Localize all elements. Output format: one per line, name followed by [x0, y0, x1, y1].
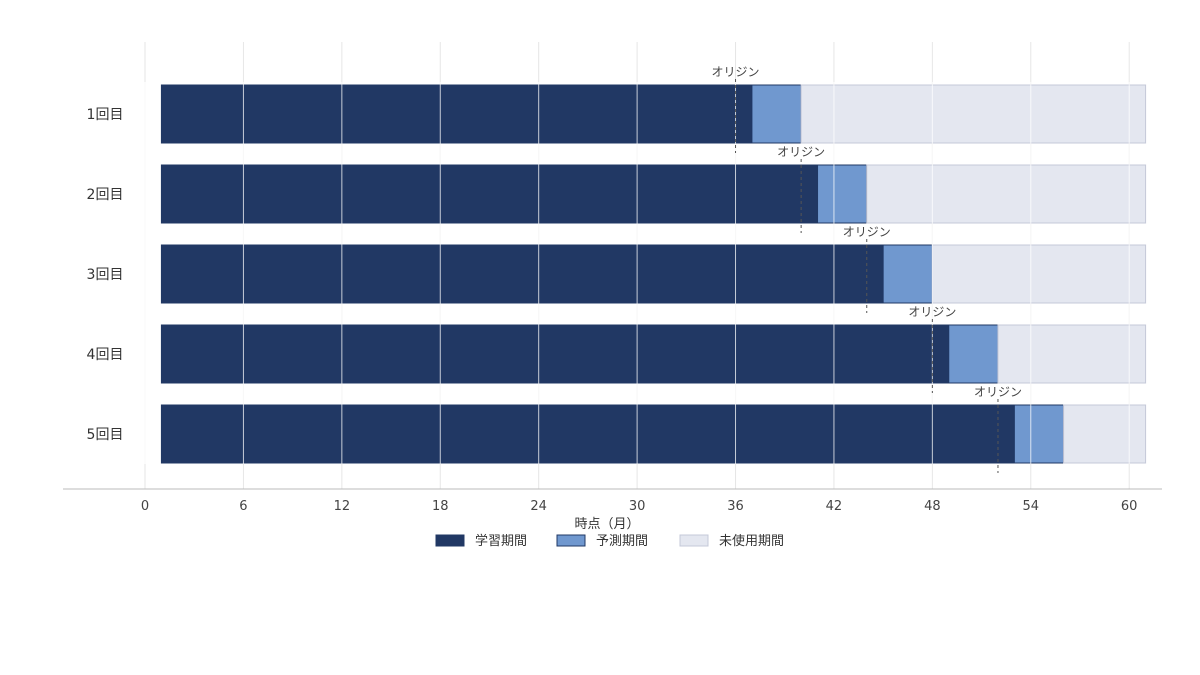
x-tick-label: 6: [239, 499, 247, 514]
category-label: 2回目: [87, 187, 124, 203]
bar-segment: [160, 404, 1015, 464]
x-tick-label: 54: [1023, 499, 1040, 514]
x-axis-title: 時点（月）: [574, 517, 639, 532]
x-tick-label: 18: [432, 499, 449, 514]
x-tick-label: 60: [1121, 499, 1138, 514]
legend-swatch: [556, 534, 586, 547]
origin-label: オリジン: [712, 65, 760, 79]
bar-segment: [751, 84, 802, 144]
x-tick-label: 24: [530, 499, 547, 514]
legend-label: 未使用期間: [719, 533, 784, 549]
category-label: 3回目: [87, 267, 124, 283]
x-tick-label: 30: [629, 499, 646, 514]
bar-segment: [160, 84, 753, 144]
category-label: 4回目: [87, 347, 124, 363]
x-tick-label: 48: [924, 499, 941, 514]
x-tick-label: 42: [826, 499, 843, 514]
x-tick-label: 36: [727, 499, 744, 514]
bar-segment: [1013, 404, 1065, 464]
category-label: 5回目: [87, 427, 124, 443]
legend-label: 予測期間: [596, 534, 648, 549]
bar-segment: [1063, 404, 1147, 464]
gridlines-over: [144, 82, 1130, 464]
x-tick-label: 0: [141, 499, 149, 514]
origin-label: オリジン: [908, 305, 956, 319]
bar-segment: [160, 324, 950, 384]
category-labels: 1回目 2回目 3回目 4回目 5回目: [87, 107, 124, 443]
bars: [160, 84, 1147, 464]
bar-segment: [997, 324, 1147, 384]
bar-segment: [882, 244, 933, 304]
category-label: 1回目: [87, 107, 124, 123]
bar-segment: [160, 164, 819, 224]
bar-segment: [931, 244, 1147, 304]
bar-segment: [160, 244, 884, 304]
bar-segment: [800, 84, 1147, 144]
legend: 学習期間 予測期間 未使用期間: [435, 533, 784, 549]
origin-label: オリジン: [843, 225, 891, 239]
x-tick-labels: 0 6 12 18 24 30 36 42 48 54 60: [141, 499, 1138, 514]
legend-swatch: [679, 534, 709, 547]
legend-swatch: [435, 534, 465, 547]
x-tick-label: 12: [334, 499, 351, 514]
bar-segment: [817, 164, 868, 224]
bar-segment: [948, 324, 999, 384]
bar-segment: [866, 164, 1147, 224]
legend-label: 学習期間: [475, 533, 527, 549]
origin-label: オリジン: [974, 385, 1022, 399]
origin-label: オリジン: [777, 145, 825, 159]
